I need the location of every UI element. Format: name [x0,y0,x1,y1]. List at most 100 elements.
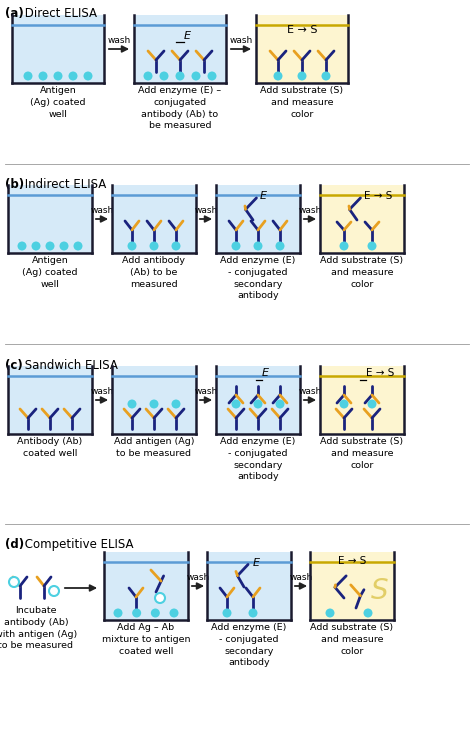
Text: E → S: E → S [287,25,317,35]
Circle shape [275,241,284,250]
Text: Antibody (Ab)
coated well: Antibody (Ab) coated well [18,437,82,458]
Text: Direct ELISA: Direct ELISA [21,7,97,20]
Text: Add antigen (Ag)
to be measured: Add antigen (Ag) to be measured [114,437,194,458]
Text: (a): (a) [5,7,24,20]
Circle shape [254,399,263,409]
Circle shape [231,399,240,409]
Circle shape [339,241,348,250]
Circle shape [273,71,283,81]
Bar [320,185,404,253]
Text: Antigen
(Ag) coated
well: Antigen (Ag) coated well [30,86,86,119]
Bar [8,185,92,253]
Text: wash: wash [91,387,114,396]
Circle shape [54,71,63,81]
Circle shape [46,241,55,250]
Text: wash: wash [194,387,218,396]
Circle shape [49,586,59,596]
Circle shape [275,399,284,409]
Circle shape [254,241,263,250]
Text: wash: wash [186,573,210,582]
Circle shape [69,71,78,81]
Text: Add substrate (S)
and measure
color: Add substrate (S) and measure color [260,86,344,119]
Bar [207,552,291,620]
Text: (c): (c) [5,359,23,372]
Circle shape [248,608,257,617]
Bar [256,15,348,83]
Text: (d): (d) [5,538,24,551]
Circle shape [149,399,158,409]
Circle shape [208,71,217,81]
Circle shape [172,241,181,250]
Circle shape [151,608,160,617]
Text: Sandwich ELISA: Sandwich ELISA [21,359,118,372]
Text: Add substrate (S)
and measure
color: Add substrate (S) and measure color [320,256,403,288]
Circle shape [9,577,19,587]
Text: wash: wash [91,206,114,215]
Circle shape [231,241,240,250]
Circle shape [144,71,153,81]
Circle shape [18,241,27,250]
Text: E → S: E → S [338,556,366,566]
Circle shape [298,71,307,81]
Text: E → S: E → S [366,368,394,378]
Circle shape [191,71,201,81]
Circle shape [83,71,92,81]
Text: Add enzyme (E)
- conjugated
secondary
antibody: Add enzyme (E) - conjugated secondary an… [220,437,296,482]
Circle shape [60,241,69,250]
Text: S: S [371,577,389,605]
Text: Indirect ELISA: Indirect ELISA [21,178,106,191]
Bar [320,366,404,434]
Circle shape [132,608,141,617]
Text: E: E [253,558,260,568]
Text: Add substrate (S)
and measure
color: Add substrate (S) and measure color [320,437,403,470]
Text: Add Ag – Ab
mixture to antigen
coated well: Add Ag – Ab mixture to antigen coated we… [102,623,190,655]
Circle shape [170,608,179,617]
Circle shape [367,399,376,409]
Circle shape [367,241,376,250]
Bar [112,185,196,253]
Bar [8,366,92,434]
Text: Incubate
antibody (Ab)
with antigen (Ag)
to be measured: Incubate antibody (Ab) with antigen (Ag)… [0,606,77,650]
Text: wash: wash [298,387,322,396]
Text: wash: wash [229,36,253,45]
Circle shape [128,241,137,250]
Circle shape [222,608,231,617]
Text: wash: wash [298,206,322,215]
Text: E: E [184,31,191,41]
Text: Add enzyme (E) –
conjugated
antibody (Ab) to
be measured: Add enzyme (E) – conjugated antibody (Ab… [138,86,221,131]
Circle shape [149,241,158,250]
Circle shape [159,71,168,81]
Circle shape [339,399,348,409]
Text: Competitive ELISA: Competitive ELISA [21,538,134,551]
Text: E: E [262,368,269,378]
Text: wash: wash [108,36,131,45]
Text: Add substrate (S)
and measure
color: Add substrate (S) and measure color [310,623,393,655]
Circle shape [172,399,181,409]
Text: E → S: E → S [364,191,392,201]
Bar [12,15,104,83]
Circle shape [24,71,33,81]
Bar [104,552,188,620]
Text: Add enzyme (E)
- conjugated
secondary
antibody: Add enzyme (E) - conjugated secondary an… [211,623,287,667]
Circle shape [38,71,47,81]
Bar [112,366,196,434]
Text: Add antibody
(Ab) to be
measured: Add antibody (Ab) to be measured [122,256,185,288]
Circle shape [326,608,335,617]
Text: Antigen
(Ag) coated
well: Antigen (Ag) coated well [22,256,78,288]
Circle shape [31,241,40,250]
Circle shape [113,608,122,617]
Circle shape [364,608,373,617]
Bar [134,15,226,83]
Bar [310,552,394,620]
Circle shape [175,71,184,81]
Bar [216,366,300,434]
Circle shape [73,241,82,250]
Text: wash: wash [194,206,218,215]
Text: wash: wash [289,573,313,582]
Bar [216,185,300,253]
Text: Add enzyme (E)
- conjugated
secondary
antibody: Add enzyme (E) - conjugated secondary an… [220,256,296,300]
Text: (b): (b) [5,178,24,191]
Text: E: E [260,191,267,201]
Circle shape [128,399,137,409]
Circle shape [155,593,165,603]
